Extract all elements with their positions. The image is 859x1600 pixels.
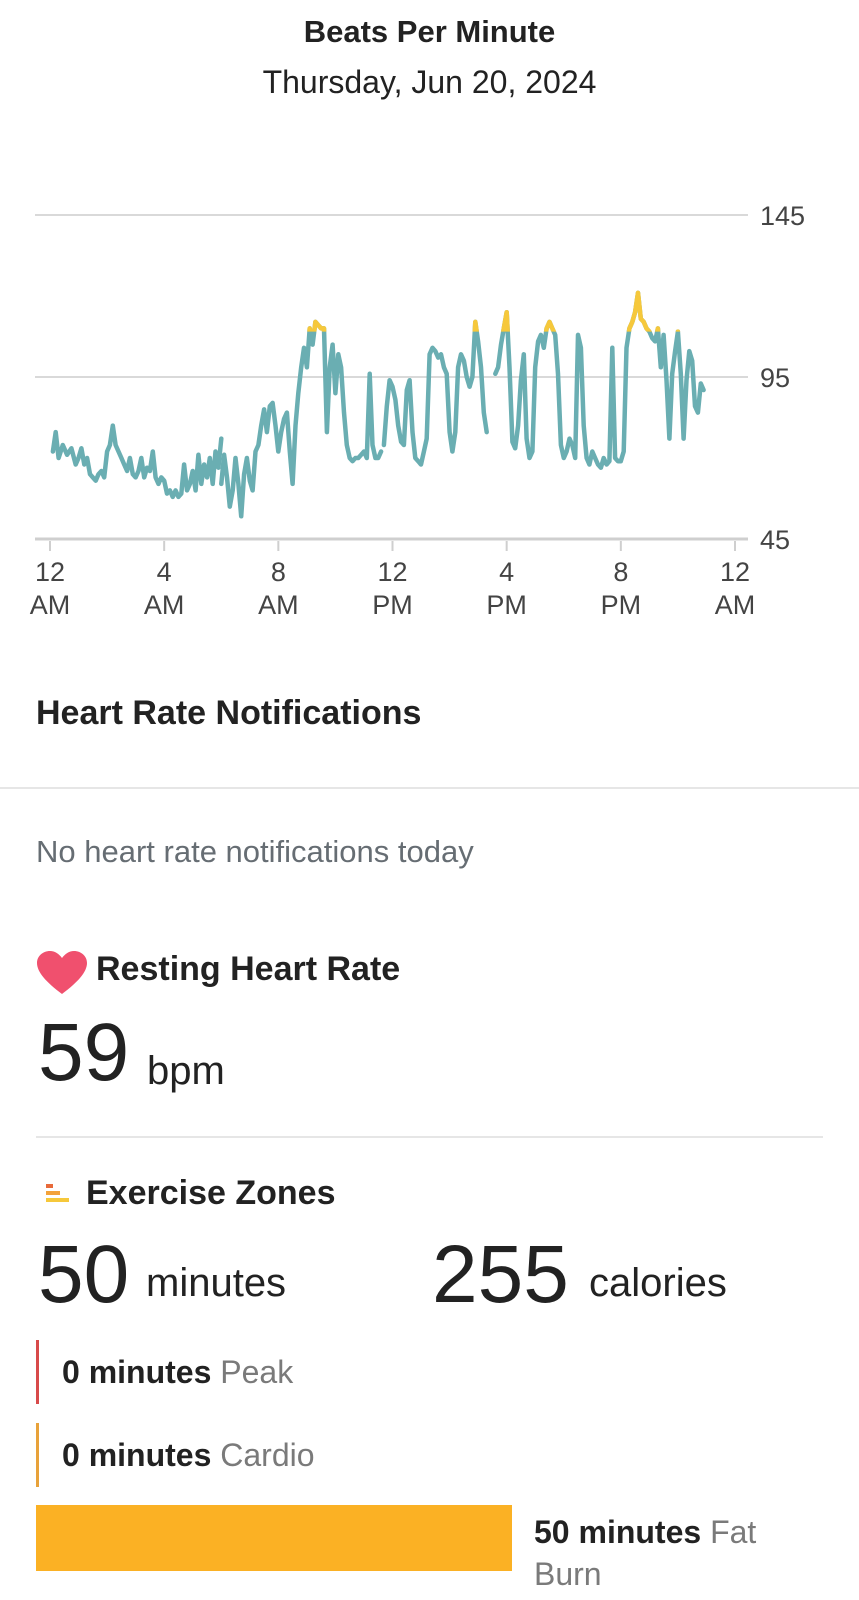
x-tick-label-2: 8 (271, 557, 286, 587)
chart-title: Beats Per Minute (303, 14, 556, 49)
zones-bars-icon (46, 1184, 69, 1202)
x-tick-label-6: 12 (720, 557, 750, 587)
notifications-empty-text: No heart rate notifications today (36, 834, 474, 869)
zone-fat-burn-bar (36, 1505, 512, 1571)
zone-cardio-bar (36, 1423, 39, 1487)
x-tick-label-ampm-2: AM (258, 590, 299, 620)
resting-heart-rate-title: Resting Heart Rate (96, 950, 401, 988)
heart-rate-line-segment-1 (219, 319, 384, 519)
x-tick-label-ampm-6: AM (715, 590, 756, 620)
x-tick-label-5: 8 (613, 557, 628, 587)
exercise-calories-unit: calories (589, 1261, 727, 1305)
x-tick-label-0: 12 (35, 557, 65, 587)
heart-rate-line-segment-2 (381, 319, 489, 467)
x-tick-label-ampm-1: AM (144, 590, 185, 620)
zone-cardio-text: 0 minutes Cardio (62, 1437, 315, 1474)
section-divider (36, 1136, 823, 1138)
zone-peak-text: 0 minutes Peak (62, 1354, 293, 1391)
zone-peak-minutes: 0 minutes (62, 1354, 212, 1390)
heart-rate-line-segment-0 (50, 423, 224, 500)
zone-fat-burn-name-2: Burn (534, 1556, 602, 1592)
x-tick-label-ampm-4: PM (486, 590, 527, 620)
x-tick-label-ampm-5: PM (601, 590, 642, 620)
zone-peak-name: Peak (220, 1354, 294, 1390)
exercise-minutes-value: 50 (38, 1229, 130, 1320)
zone-fat-burn-text: 50 minutes Fat Burn (534, 1511, 834, 1595)
exercise-minutes-unit: minutes (146, 1261, 287, 1305)
heart-rate-line-segment-3 (493, 290, 706, 470)
resting-heart-rate-value: 59 (38, 1007, 130, 1098)
zone-peak-bar (36, 1340, 39, 1404)
section-divider (0, 787, 859, 789)
zone-cardio-name: Cardio (220, 1437, 315, 1473)
exercise-calories-value: 255 (432, 1229, 569, 1320)
heart-rate-notifications-title: Heart Rate Notifications (36, 694, 422, 732)
x-tick-label-ampm-0: AM (30, 590, 71, 620)
zone-fat-burn-name-1: Fat (710, 1514, 757, 1550)
resting-heart-rate-unit: bpm (147, 1049, 225, 1093)
zone-cardio-minutes: 0 minutes (62, 1437, 212, 1473)
chart-date: Thursday, Jun 20, 2024 (262, 64, 597, 100)
exercise-zones-title: Exercise Zones (86, 1174, 336, 1212)
y-tick-label-95: 95 (760, 363, 790, 393)
y-tick-label-145: 145 (760, 201, 805, 231)
zone-fat-burn-minutes: 50 minutes (534, 1514, 702, 1550)
x-tick-label-ampm-3: PM (372, 590, 413, 620)
x-tick-label-1: 4 (157, 557, 172, 587)
heart-icon (37, 951, 87, 994)
x-tick-label-4: 4 (499, 557, 514, 587)
x-tick-label-3: 12 (377, 557, 407, 587)
y-tick-label-45: 45 (760, 525, 790, 555)
